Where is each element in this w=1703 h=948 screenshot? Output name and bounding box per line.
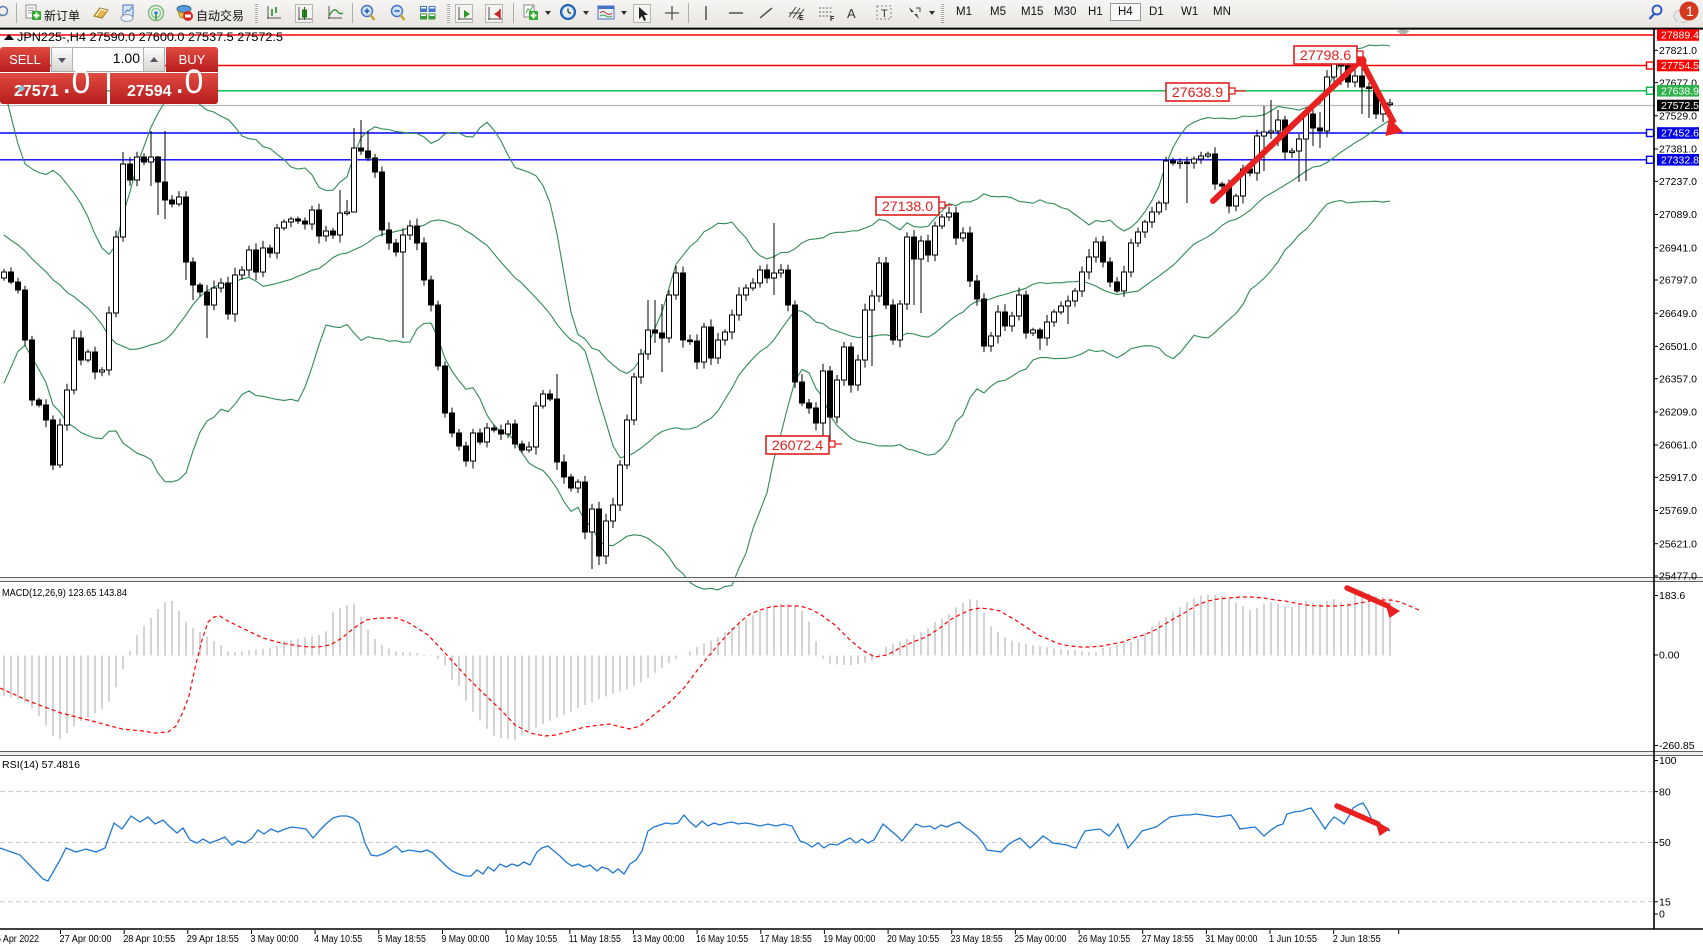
svg-text:20 May 10:55: 20 May 10:55 (887, 934, 939, 945)
svg-text:4 May 10:55: 4 May 10:55 (314, 934, 362, 945)
svg-text:11 May 18:55: 11 May 18:55 (569, 934, 621, 945)
svg-text:0.00: 0.00 (1659, 650, 1680, 662)
svg-text:5 Apr 2022: 5 Apr 2022 (0, 934, 39, 945)
svg-text:15: 15 (1659, 897, 1671, 909)
svg-text:13 May 00:00: 13 May 00:00 (632, 934, 684, 945)
svg-text:17 May 18:55: 17 May 18:55 (760, 934, 812, 945)
svg-text:E: E (799, 15, 804, 22)
svg-text:RSI(14) 57.4816: RSI(14) 57.4816 (2, 759, 80, 771)
svg-text:26209.0: 26209.0 (1659, 407, 1697, 419)
svg-text:JPN225-,H4 27590.0 27600.0 27: JPN225-,H4 27590.0 27600.0 27537.5 27572… (17, 30, 283, 44)
svg-text:27452.6: 27452.6 (1661, 128, 1699, 140)
svg-text:10 May 10:55: 10 May 10:55 (505, 934, 557, 945)
svg-text:-260.85: -260.85 (1659, 740, 1695, 752)
svg-text:0: 0 (1659, 909, 1665, 921)
svg-text:27089.0: 27089.0 (1659, 209, 1697, 221)
svg-text:F: F (830, 16, 835, 22)
svg-text:16 May 10:55: 16 May 10:55 (696, 934, 748, 945)
svg-text:80: 80 (1659, 786, 1671, 798)
svg-text:MACD(12,26,9) 123.65 143.84: MACD(12,26,9) 123.65 143.84 (2, 587, 127, 599)
svg-text:5 May 18:55: 5 May 18:55 (378, 934, 426, 945)
svg-text:29 Apr 18:55: 29 Apr 18:55 (187, 934, 240, 945)
svg-text:27237.0: 27237.0 (1659, 176, 1697, 188)
svg-text:27332.8: 27332.8 (1661, 155, 1699, 167)
svg-text:27638.9: 27638.9 (1172, 85, 1223, 101)
svg-text:9 May 00:00: 9 May 00:00 (442, 934, 490, 945)
svg-text:26501.0: 26501.0 (1659, 341, 1697, 353)
svg-text:27572.5: 27572.5 (1661, 100, 1699, 112)
svg-text:25621.0: 25621.0 (1659, 538, 1697, 550)
svg-text:25477.0: 25477.0 (1659, 571, 1697, 583)
svg-text:27821.0: 27821.0 (1659, 45, 1697, 57)
svg-text:26941.0: 26941.0 (1659, 242, 1697, 254)
svg-text:26061.0: 26061.0 (1659, 440, 1697, 452)
svg-text:27381.0: 27381.0 (1659, 144, 1697, 156)
svg-text:27889.4: 27889.4 (1661, 30, 1699, 42)
svg-text:27798.6: 27798.6 (1300, 48, 1351, 64)
svg-text:25 May 00:00: 25 May 00:00 (1014, 934, 1066, 945)
svg-text:100: 100 (1659, 755, 1677, 767)
svg-text:3 May 00:00: 3 May 00:00 (251, 934, 299, 945)
svg-text:25917.0: 25917.0 (1659, 472, 1697, 484)
svg-text:23 May 18:55: 23 May 18:55 (951, 934, 1003, 945)
svg-text:183.6: 183.6 (1659, 590, 1685, 602)
svg-text:26797.0: 26797.0 (1659, 275, 1697, 287)
svg-text:27638.9: 27638.9 (1661, 86, 1699, 98)
svg-text:31 May 00:00: 31 May 00:00 (1205, 934, 1257, 945)
svg-text:T: T (881, 8, 888, 20)
svg-text:26 May 10:55: 26 May 10:55 (1078, 934, 1130, 945)
svg-text:28 Apr 10:55: 28 Apr 10:55 (123, 934, 176, 945)
svg-text:27 May 18:55: 27 May 18:55 (1142, 934, 1194, 945)
svg-text:2 Jun 18:55: 2 Jun 18:55 (1333, 934, 1382, 945)
svg-text:27 Apr 00:00: 27 Apr 00:00 (60, 934, 113, 945)
svg-text:1 Jun 10:55: 1 Jun 10:55 (1269, 934, 1318, 945)
svg-text:27529.0: 27529.0 (1659, 111, 1697, 123)
svg-text:19 May 00:00: 19 May 00:00 (823, 934, 875, 945)
svg-text:25769.0: 25769.0 (1659, 505, 1697, 517)
svg-text:27138.0: 27138.0 (882, 199, 933, 215)
svg-text:26649.0: 26649.0 (1659, 308, 1697, 320)
svg-text:26357.0: 26357.0 (1659, 373, 1697, 385)
svg-text:27754.5: 27754.5 (1661, 60, 1699, 72)
svg-text:26072.4: 26072.4 (772, 438, 823, 454)
svg-text:1: 1 (1686, 3, 1694, 19)
svg-text:50: 50 (1659, 837, 1671, 849)
